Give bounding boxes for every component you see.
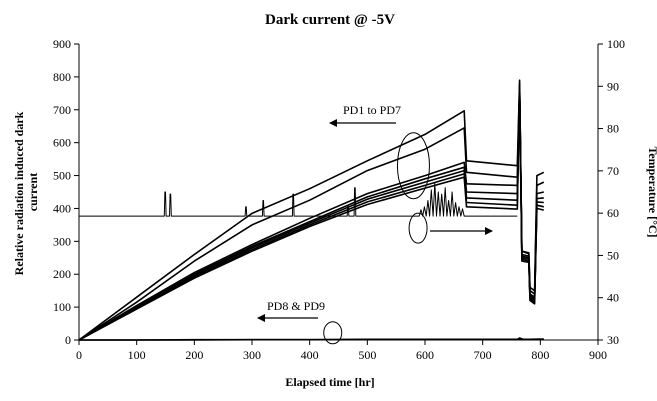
x-tick-label: 800 — [531, 348, 549, 362]
axes: 0 100 200 300 400 500 600 700 800 900 0 100 200 300 40… — [53, 37, 625, 362]
dark-current-line-7 — [78, 90, 544, 341]
y-tick-label: 900 — [53, 37, 71, 51]
y-tick-label: 700 — [53, 103, 71, 117]
y2-tick-label: 40 — [607, 291, 619, 305]
x-tick-label: 0 — [76, 348, 82, 362]
y2-tick-label: 50 — [607, 248, 619, 262]
chart-title: Dark current @ -5V — [265, 12, 395, 28]
x-tick-label: 100 — [128, 348, 146, 362]
y-tick-label: 600 — [53, 136, 71, 150]
x-tick-label: 900 — [589, 348, 607, 362]
y-axis-label-line-1: Relative radiation induced dark — [12, 111, 26, 275]
series-lines — [78, 79, 545, 341]
y-tick-label: 100 — [53, 300, 71, 314]
y2-tick-label: 60 — [607, 206, 619, 220]
y2-tick-label: 80 — [607, 122, 619, 136]
annotation-pd8-pd9: PD8 & PD9 — [267, 299, 325, 313]
y-tick-label: 300 — [53, 234, 71, 248]
y-tick-label: 800 — [53, 70, 71, 84]
y-tick-label: 400 — [53, 201, 71, 215]
y-tick-label: 200 — [53, 267, 71, 281]
y-axis-label-line-2: current — [26, 173, 40, 211]
y-tick-label: 500 — [53, 169, 71, 183]
ellipse-temperature — [408, 212, 428, 244]
y-tick-label: 0 — [65, 333, 71, 347]
y2-tick-label: 90 — [607, 79, 619, 93]
x-tick-label: 400 — [301, 348, 319, 362]
x-tick-label: 300 — [243, 348, 261, 362]
y2-tick-label: 100 — [607, 37, 625, 51]
x-tick-label: 600 — [416, 348, 434, 362]
x-tick-label: 500 — [358, 348, 376, 362]
dark-current-line-2 — [78, 82, 545, 341]
y2-tick-label: 30 — [607, 333, 619, 347]
y2-tick-label: 70 — [607, 164, 619, 178]
x-tick-label: 700 — [474, 348, 492, 362]
x-axis-label: Elapsed time [hr] — [285, 375, 374, 389]
x-tick-label: 200 — [185, 348, 203, 362]
y2-axis-label: Temperature [°C] — [646, 146, 657, 237]
annotations: PD1 to PD7 PD8 & PD9 — [257, 103, 493, 345]
ellipse-pd1-pd7 — [396, 132, 430, 200]
y-axis-label: Relative radiation induced dark current — [12, 109, 40, 276]
dark-current-line-9 — [79, 337, 544, 341]
annotation-pd1-pd7: PD1 to PD7 — [343, 103, 401, 117]
temperature-line-10 — [79, 183, 518, 217]
ellipse-pd8-pd9 — [323, 321, 343, 345]
